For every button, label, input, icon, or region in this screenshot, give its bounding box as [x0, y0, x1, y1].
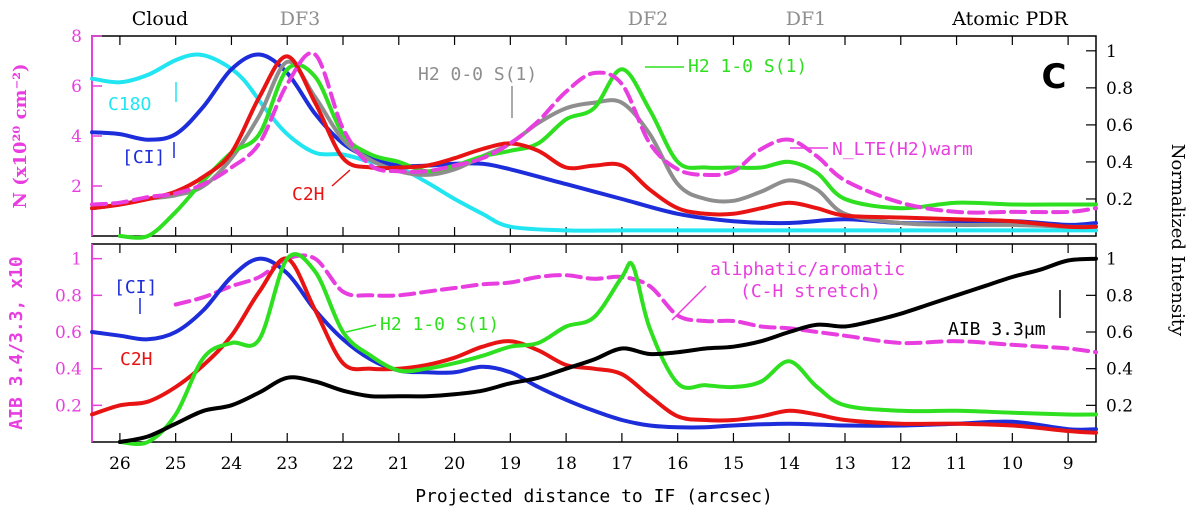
y-tick-label-left: 0.2 — [55, 396, 82, 416]
annotation-c2h-top: C2H — [292, 184, 325, 205]
y-tick-label-right: 0.8 — [1106, 79, 1133, 99]
x-tick-label: 17 — [611, 454, 633, 474]
x-axis-label: Projected distance to IF (arcsec) — [415, 486, 773, 507]
y-tick-label-right: 0.4 — [1106, 360, 1133, 380]
y-tick-label-left: 8 — [71, 27, 82, 47]
region-label-df1: DF1 — [786, 8, 827, 30]
x-tick-label: 12 — [890, 454, 912, 474]
top-panel-series — [90, 51, 1098, 240]
y-tick-label-right: 0.2 — [1106, 190, 1133, 210]
series-h2-1-0-s-1 — [117, 252, 1098, 447]
annotation-ch-stretch: (C-H stretch) — [740, 281, 881, 302]
region-label-df3: DF3 — [280, 8, 321, 30]
annotation-aliphatic-aromatic: aliphatic/aromatic — [710, 259, 905, 280]
x-tick-label: 9 — [1063, 454, 1074, 474]
y-tick-label-left: 4 — [71, 127, 82, 147]
x-tick-label: 11 — [946, 454, 968, 474]
annotation-aib-33: AIB 3.3μm — [948, 319, 1046, 340]
y-tick-label-right: 0.2 — [1106, 396, 1133, 416]
series-aib-3-3um — [117, 256, 1098, 444]
x-tick-label: 18 — [555, 454, 577, 474]
x-tick-label: 20 — [444, 454, 466, 474]
x-tick-label: 13 — [834, 454, 856, 474]
x-tick-label: 19 — [500, 454, 522, 474]
series-c18o — [90, 52, 1098, 233]
y-tick-label-left: 2 — [71, 177, 82, 197]
y-tick-label-left: 0.6 — [55, 323, 82, 343]
y-tick-label-right: 0.4 — [1106, 153, 1133, 173]
x-tick-label: 23 — [276, 454, 298, 474]
y-tick-label-right: 1 — [1106, 42, 1117, 62]
x-tick-label: 10 — [1002, 454, 1024, 474]
bottom-panel-series — [90, 252, 1098, 447]
bottom-panel-left-axis-label: AIB 3.4/3.3, x10 — [6, 256, 27, 429]
y-tick-label-left: 0.4 — [55, 360, 82, 380]
y-tick-label-right: 0.8 — [1106, 286, 1133, 306]
x-tick-label: 21 — [388, 454, 410, 474]
series-n-lte-h2-warm — [90, 51, 1098, 215]
x-tick-label: 24 — [221, 454, 243, 474]
series-h2-1-0-s-1 — [117, 62, 1098, 240]
ticks-layer: 26 25 24 23 22 21 20 19 18 17 16 15 14 13 12 11 10 924680… — [55, 27, 1133, 474]
y-tick-label-right: 0.6 — [1106, 323, 1133, 343]
annotation-c18o: C18O — [108, 94, 151, 115]
x-tick-label: 16 — [667, 454, 689, 474]
x-tick-label: 15 — [723, 454, 745, 474]
region-label-atomic-pdr: Atomic PDR — [951, 8, 1068, 30]
annotation-h2-10-s1-top: H2 1-0 S(1) — [688, 56, 807, 77]
panel-letter: C — [1042, 57, 1067, 97]
x-tick-label: 26 — [109, 454, 131, 474]
y-tick-label-right: 0.6 — [1106, 116, 1133, 136]
y-tick-label-right: 1 — [1106, 250, 1117, 270]
right-axis-label: Normalized Intensity — [1167, 144, 1188, 337]
series-aliphatic-aromatic-c-h-stretch — [173, 253, 1098, 355]
series-c2h — [90, 54, 1098, 230]
top-panel-left-axis-label: N (x10²⁰ cm⁻²) — [10, 64, 31, 209]
region-label-cloud: Cloud — [132, 8, 188, 30]
x-tick-label: 14 — [778, 454, 800, 474]
annotation-h2-00-s1: H2 0-0 S(1) — [418, 64, 537, 85]
series-ci — [90, 256, 1098, 432]
y-tick-label-left: 1 — [71, 250, 82, 270]
annotation-h2-10-s1-bottom: H2 1-0 S(1) — [380, 314, 499, 335]
leader-aliphatic — [671, 285, 707, 321]
leader-h2-10-s1-bottom — [345, 324, 377, 333]
x-tick-label: 22 — [332, 454, 354, 474]
annotation-ci-top: [CI] — [122, 147, 165, 168]
annotation-c2h-bottom: C2H — [120, 349, 153, 370]
x-tick-label: 25 — [165, 454, 187, 474]
series-c2h — [90, 256, 1098, 435]
annotation-nlte-h2-warm: N_LTE(H2)warm — [832, 139, 973, 160]
leader-c2h-top — [331, 169, 351, 187]
y-tick-label-left: 6 — [71, 77, 82, 97]
y-tick-label-left: 0.8 — [55, 286, 82, 306]
annotation-ci-bottom: [CI] — [114, 277, 157, 298]
region-label-df2: DF2 — [628, 8, 669, 30]
